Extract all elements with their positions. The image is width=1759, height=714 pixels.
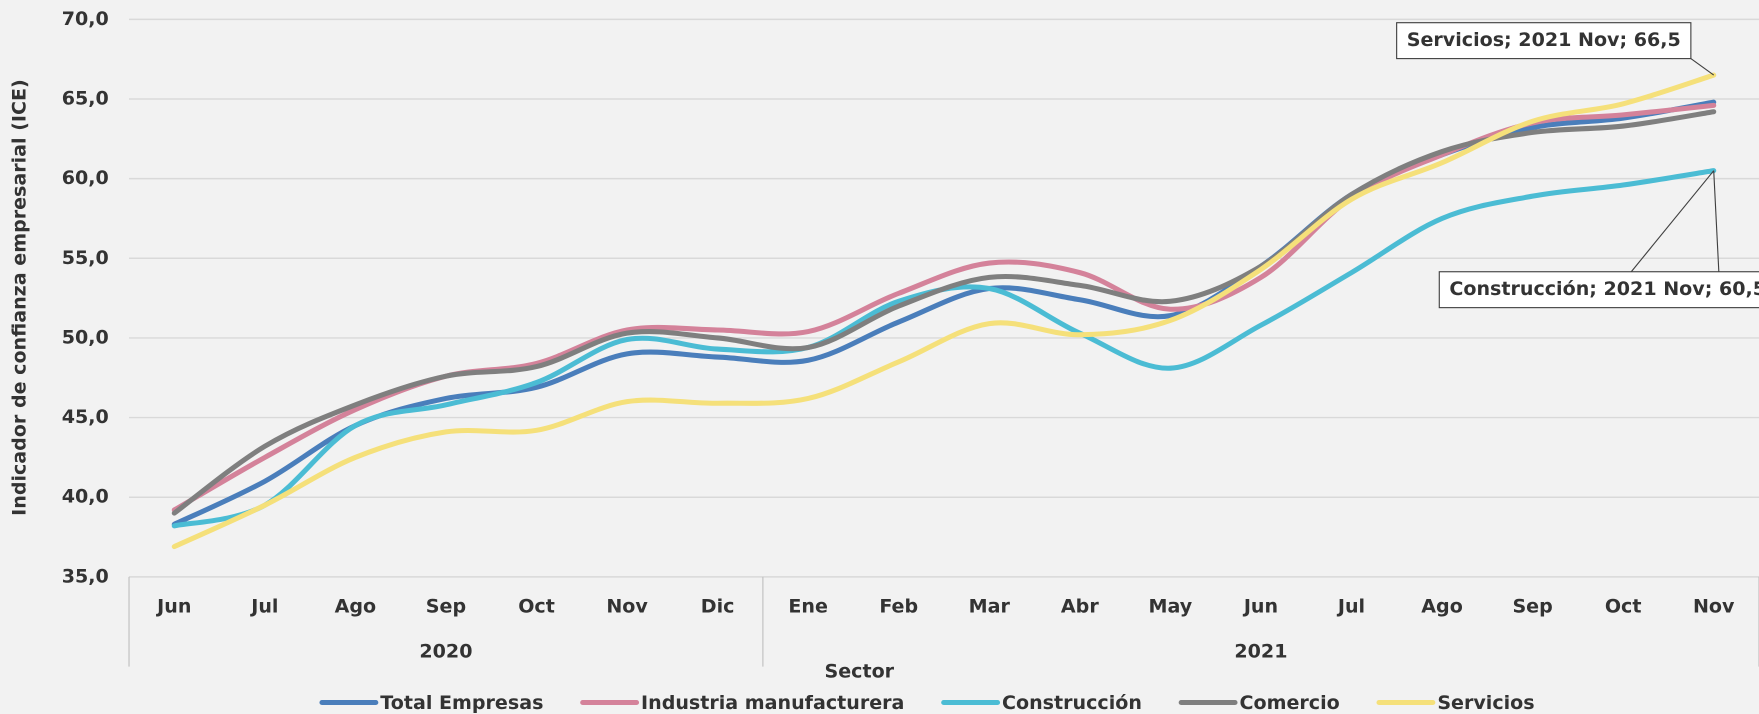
legend-label: Total Empresas	[380, 692, 543, 714]
x-tick-label: Mar	[969, 596, 1011, 618]
y-axis-title: Indicador de confianza empresarial (ICE)	[9, 79, 31, 516]
legend-label: Industria manufacturera	[641, 692, 904, 714]
y-tick-label: 60,0	[62, 167, 109, 189]
x-tick-label: Nov	[1693, 596, 1735, 618]
series-line	[171, 109, 1717, 516]
x-group-label: 2021	[1234, 641, 1287, 663]
x-group-label: 2020	[419, 641, 472, 663]
x-tick-label: Ene	[788, 596, 828, 618]
y-tick-label: 70,0	[62, 8, 109, 30]
y-tick-label: 55,0	[62, 247, 109, 269]
y-tick-label: 65,0	[62, 87, 109, 109]
x-tick-label: Oct	[1605, 596, 1642, 618]
annotation-pointer	[1690, 58, 1715, 76]
annotation-box	[1438, 271, 1759, 309]
x-tick-label: Sep	[426, 596, 466, 618]
x-tick-label: Sep	[1512, 596, 1552, 618]
x-tick-label: Ago	[1421, 596, 1463, 618]
x-axis-title: Sector	[825, 661, 895, 683]
x-tick-label: Oct	[518, 596, 555, 618]
y-tick-label: 50,0	[62, 326, 109, 348]
legend-label: Servicios	[1437, 692, 1534, 714]
x-tick-label: Jul	[1336, 596, 1365, 618]
annotation-text: Construcción; 2021 Nov; 60,5	[1449, 278, 1759, 300]
x-tick-label: Nov	[606, 596, 648, 618]
x-tick-label: Dic	[701, 596, 735, 618]
series-line	[171, 72, 1717, 550]
legend-label: Comercio	[1240, 692, 1340, 714]
legend-label: Construcción	[1002, 692, 1142, 714]
x-tick-label: Jun	[1242, 596, 1278, 618]
x-tick-label: Abr	[1061, 596, 1099, 618]
x-tick-label: Jun	[155, 596, 191, 618]
annotation-pointer	[1630, 170, 1715, 273]
x-tick-label: Ago	[335, 596, 377, 618]
y-tick-label: 45,0	[62, 406, 109, 428]
x-tick-label: May	[1149, 596, 1193, 618]
y-tick-label: 40,0	[62, 486, 109, 508]
x-tick-label: Feb	[879, 596, 918, 618]
x-tick-label: Jul	[249, 596, 278, 618]
annotation-text: Servicios; 2021 Nov; 66,5	[1407, 29, 1681, 51]
y-tick-label: 35,0	[62, 565, 109, 587]
annotation-box	[1396, 22, 1692, 60]
annotation-pointer	[1713, 170, 1720, 272]
